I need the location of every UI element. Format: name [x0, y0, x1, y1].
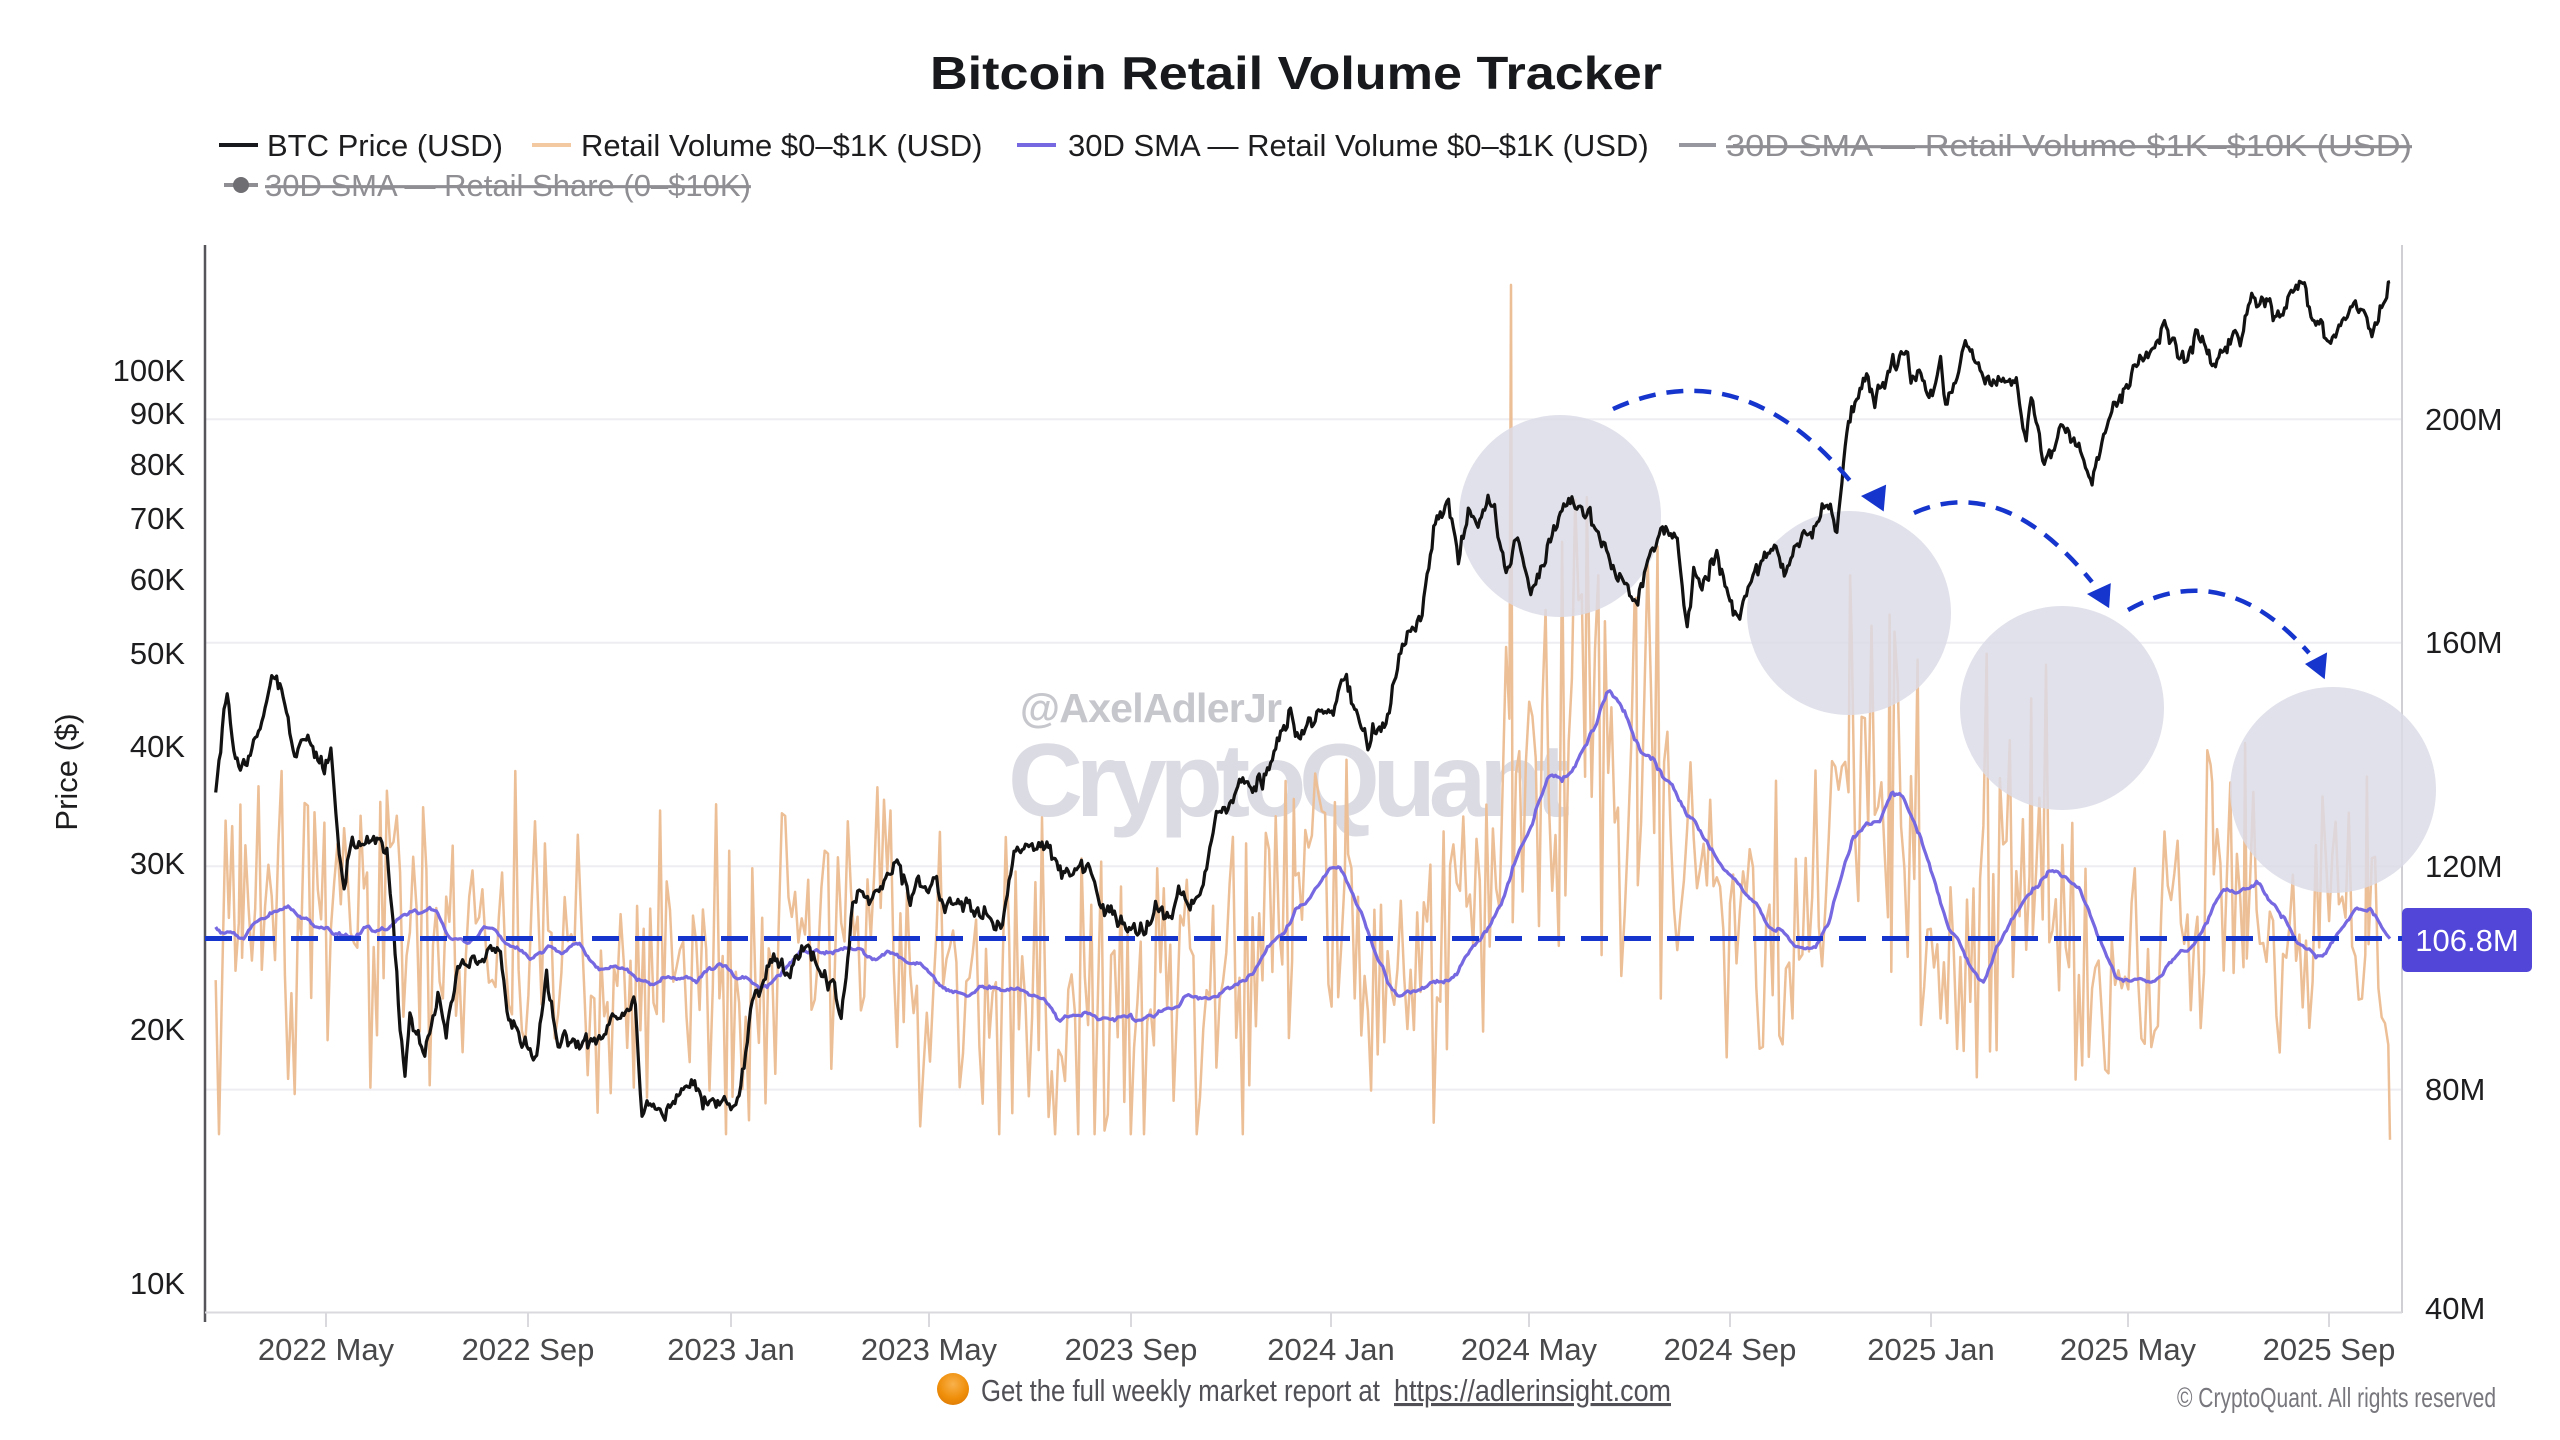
- svg-text:106.8M: 106.8M: [2415, 923, 2518, 958]
- svg-text:10K: 10K: [130, 1266, 185, 1301]
- svg-text:30D SMA — Retail Volume $1K–$1: 30D SMA — Retail Volume $1K–$10K (USD): [1726, 128, 2412, 163]
- svg-text:© CryptoQuant. All rights rese: © CryptoQuant. All rights reserved: [2177, 1382, 2496, 1413]
- svg-text:2022 Sep: 2022 Sep: [462, 1332, 595, 1367]
- svg-text:200M: 200M: [2425, 402, 2503, 437]
- svg-text:160M: 160M: [2425, 625, 2503, 660]
- svg-text:30D SMA — Retail Share (0–$10K: 30D SMA — Retail Share (0–$10K): [265, 168, 751, 203]
- svg-text:2022 May: 2022 May: [258, 1332, 395, 1367]
- svg-text:30K: 30K: [130, 846, 185, 881]
- svg-text:Bitcoin Retail Volume Tracker: Bitcoin Retail Volume Tracker: [930, 47, 1662, 99]
- svg-text:50K: 50K: [130, 636, 185, 671]
- svg-text:2024 Jan: 2024 Jan: [1267, 1332, 1395, 1367]
- svg-text:20K: 20K: [130, 1012, 185, 1047]
- svg-text:70K: 70K: [130, 501, 185, 536]
- svg-text:@AxelAdlerJr: @AxelAdlerJr: [1020, 685, 1282, 731]
- svg-text:60K: 60K: [130, 562, 185, 597]
- svg-text:40M: 40M: [2425, 1291, 2485, 1326]
- svg-text:Retail Volume $0–$1K (USD): Retail Volume $0–$1K (USD): [581, 128, 982, 163]
- svg-text:100K: 100K: [113, 353, 186, 388]
- svg-text:CryptoQuant: CryptoQuant: [1008, 723, 1570, 839]
- svg-text:90K: 90K: [130, 396, 185, 431]
- svg-text:2023 Jan: 2023 Jan: [667, 1332, 795, 1367]
- svg-text:120M: 120M: [2425, 849, 2503, 884]
- svg-text:30D SMA — Retail Volume $0–$1K: 30D SMA — Retail Volume $0–$1K (USD): [1068, 128, 1649, 163]
- svg-text:2023 Sep: 2023 Sep: [1065, 1332, 1198, 1367]
- svg-text:BTC Price (USD): BTC Price (USD): [267, 128, 503, 163]
- svg-text:2023 May: 2023 May: [861, 1332, 998, 1367]
- svg-text:2024 May: 2024 May: [1461, 1332, 1598, 1367]
- svg-text:40K: 40K: [130, 729, 185, 764]
- svg-text:Get the full weekly market rep: Get the full weekly market report at htt…: [981, 1373, 1671, 1408]
- svg-text:80M: 80M: [2425, 1072, 2485, 1107]
- svg-text:2024 Sep: 2024 Sep: [1664, 1332, 1797, 1367]
- svg-text:2025 May: 2025 May: [2060, 1332, 2197, 1367]
- svg-text:80K: 80K: [130, 447, 185, 482]
- svg-text:Price ($): Price ($): [49, 713, 84, 830]
- svg-text:2025 Jan: 2025 Jan: [1867, 1332, 1995, 1367]
- svg-text:2025 Sep: 2025 Sep: [2263, 1332, 2396, 1367]
